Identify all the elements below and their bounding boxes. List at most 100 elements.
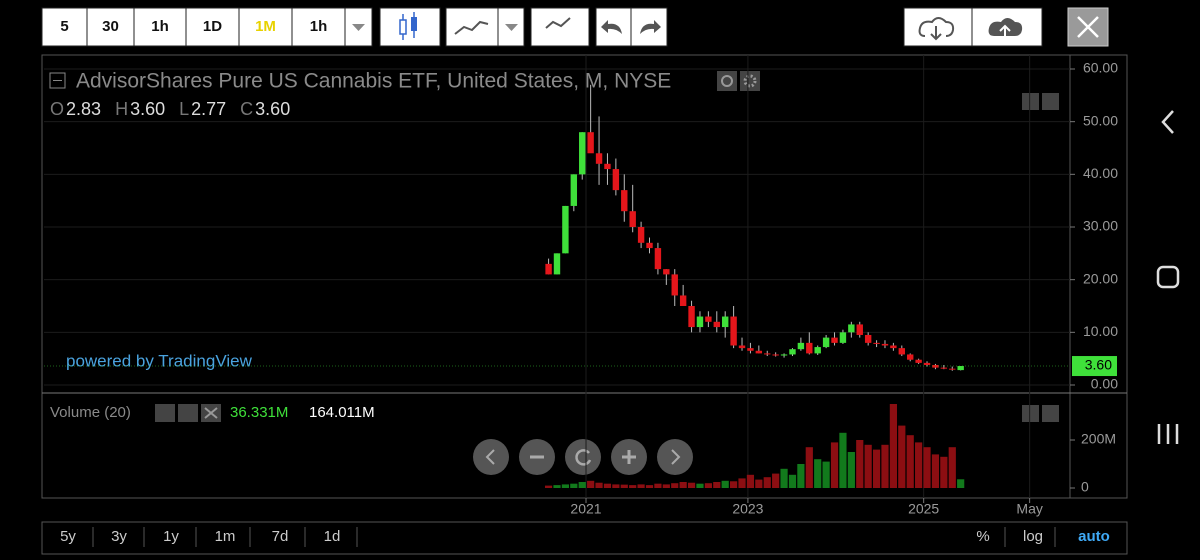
- candle-body: [730, 316, 737, 346]
- watermark: powered by TradingView: [66, 351, 253, 370]
- candle-icon: [399, 12, 417, 40]
- volume-bar: [780, 468, 788, 488]
- move-down-icon[interactable]: [1022, 93, 1039, 110]
- candle-style-button[interactable]: [379, 7, 441, 47]
- candle-body: [738, 345, 746, 349]
- chart-title: AdvisorShares Pure US Cannabis ETF, Unit…: [76, 70, 671, 93]
- reset-button[interactable]: [565, 439, 601, 475]
- volume-bar: [881, 444, 889, 488]
- indicators-button[interactable]: [530, 7, 590, 47]
- volume-bar: [788, 474, 797, 488]
- interval-button[interactable]: [291, 7, 346, 47]
- redo-icon: [640, 20, 661, 34]
- navigation-buttons: [473, 439, 693, 475]
- candle-body: [932, 364, 939, 368]
- volume-bar: [889, 404, 897, 488]
- volume-bar: [940, 456, 948, 488]
- move-down-icon[interactable]: [1042, 93, 1059, 110]
- volume-bar: [544, 485, 553, 488]
- volume-bar: [713, 482, 721, 488]
- settings-icon[interactable]: [740, 71, 760, 91]
- move-up-icon[interactable]: [1042, 405, 1059, 422]
- interval-button[interactable]: [41, 7, 88, 47]
- volume-bar: [738, 478, 746, 488]
- recents-button[interactable]: [1157, 424, 1179, 444]
- remove-x: [204, 407, 218, 419]
- candle-body: [949, 368, 956, 370]
- volume-bar: [687, 482, 696, 488]
- range-button[interactable]: 3y: [111, 528, 127, 545]
- visibility-icon[interactable]: [717, 71, 737, 91]
- scale-option[interactable]: log: [1023, 528, 1043, 545]
- range-button[interactable]: 1y: [163, 528, 179, 545]
- download-button[interactable]: [903, 7, 973, 47]
- candle-body: [848, 324, 855, 333]
- volume-bar: [679, 482, 687, 488]
- candle-body: [772, 354, 779, 356]
- ohlc-value: 2.83: [66, 99, 101, 119]
- interval-button[interactable]: [238, 7, 293, 47]
- volume-bar: [595, 482, 603, 488]
- candle-body: [713, 321, 720, 328]
- volume-bar: [645, 485, 654, 488]
- ohlc-key: O: [50, 99, 64, 119]
- interval-label: 1M: [255, 18, 276, 35]
- collapse-icon[interactable]: [49, 72, 66, 89]
- range-button[interactable]: 1m: [215, 528, 236, 545]
- system-navigation: [1156, 110, 1180, 444]
- y-tick-label: 40.00: [1083, 165, 1118, 181]
- y-tick-label: 10.00: [1083, 323, 1118, 339]
- volume-bar: [654, 483, 662, 488]
- candle-body: [696, 316, 704, 328]
- candle-body: [957, 366, 964, 371]
- dropdown-arrow: [505, 24, 518, 31]
- chart-type-button[interactable]: [445, 7, 499, 47]
- x-tick-label: 2025: [908, 501, 939, 517]
- range-button[interactable]: 5y: [60, 528, 76, 545]
- y-tick-label: 50.00: [1083, 112, 1118, 128]
- candle-body: [780, 354, 788, 356]
- scroll-right-button[interactable]: [657, 439, 693, 475]
- candle-body: [789, 349, 796, 355]
- line-icon: [454, 20, 489, 35]
- candle-body: [646, 242, 653, 249]
- gear: [743, 74, 757, 88]
- candle-body: [881, 343, 889, 346]
- back-button[interactable]: [1161, 110, 1174, 134]
- volume-bar: [570, 483, 578, 488]
- candle-body: [764, 353, 771, 355]
- last-price-box: [1072, 356, 1117, 377]
- interval-button[interactable]: [86, 7, 135, 47]
- candle-body: [688, 306, 695, 328]
- range-button[interactable]: 1d: [324, 528, 341, 545]
- volume-average: 164.011M: [309, 404, 375, 421]
- candle-body: [595, 153, 603, 164]
- volume-bar: [872, 449, 881, 488]
- volume-bar: [906, 435, 914, 488]
- volume-bar: [637, 484, 645, 488]
- volume-visibility-icon[interactable]: [155, 404, 175, 422]
- y-tick-label: 20.00: [1083, 270, 1118, 286]
- chevron-left: [485, 449, 495, 465]
- move-up-icon[interactable]: [1022, 405, 1039, 422]
- volume-bar: [864, 444, 872, 488]
- range-bar: [41, 521, 1128, 555]
- volume-bar: [797, 464, 805, 488]
- range-button[interactable]: 7d: [272, 528, 289, 545]
- volume-bar: [553, 485, 561, 488]
- candle-body: [915, 359, 922, 363]
- volume-bar: [620, 484, 628, 488]
- scale-option[interactable]: auto: [1078, 528, 1110, 545]
- candle-body: [923, 362, 931, 365]
- candle-body: [898, 348, 906, 355]
- scroll-left-button[interactable]: [473, 439, 509, 475]
- volume-bar: [662, 484, 670, 488]
- volume-bar: [822, 461, 830, 488]
- scale-option[interactable]: %: [976, 528, 989, 545]
- home-button[interactable]: [1156, 265, 1180, 289]
- interval-label: 1h: [310, 18, 328, 35]
- volume-settings-icon[interactable]: [178, 404, 198, 422]
- volume-bar: [915, 442, 923, 488]
- arrow-up: [999, 24, 1011, 36]
